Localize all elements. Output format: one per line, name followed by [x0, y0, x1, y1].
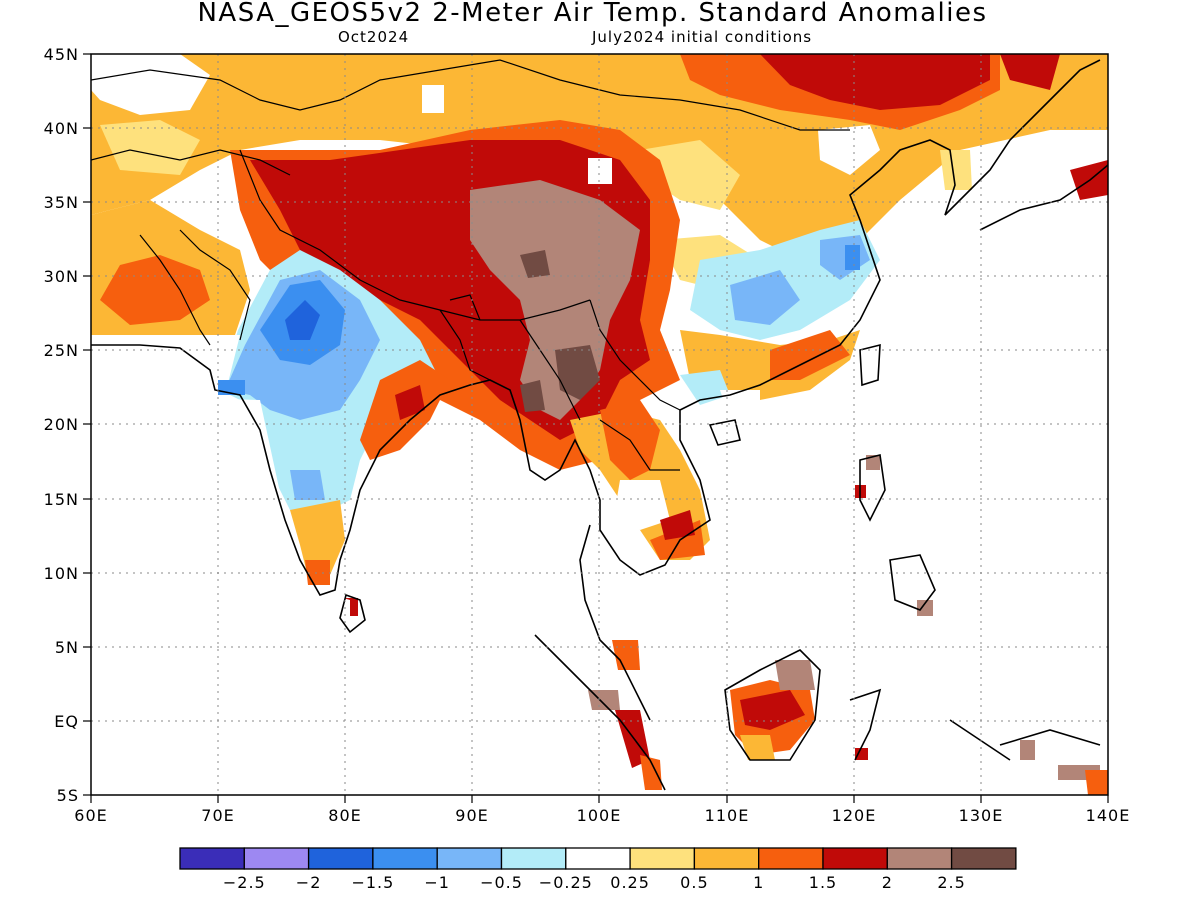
- colorbar-label: 0.25: [610, 873, 650, 892]
- lon-label: 140E: [1086, 806, 1131, 825]
- neutral-patch-2: [588, 158, 612, 184]
- borders: [91, 59, 850, 471]
- cold-patch-deccan: [290, 470, 325, 500]
- very-hot-region-borneo: [740, 690, 805, 730]
- longitude-labels: 60E 70E 80E 90E 100E 110E 120E 130E 140E: [74, 806, 1131, 825]
- neutral-patch-3: [818, 125, 880, 175]
- coastlines: [91, 59, 1108, 791]
- lat-label: 15N: [44, 490, 79, 509]
- cool-patch-vietnam-north: [680, 370, 730, 405]
- lat-label: 20N: [44, 415, 79, 434]
- very-hot-patch-sulawesi: [855, 748, 868, 760]
- colorbar-swatch: [179, 847, 245, 870]
- lat-label: 5S: [57, 786, 79, 805]
- lon-label: 130E: [959, 806, 1004, 825]
- tick-marks: [83, 53, 1109, 803]
- lat-label: 30N: [44, 267, 79, 286]
- very-hot-patch-cambodia: [660, 510, 695, 540]
- lat-label: 25N: [44, 341, 79, 360]
- lon-label: 60E: [74, 806, 107, 825]
- very-hot-east-india: [395, 385, 425, 420]
- colorbar-label: −1.5: [351, 873, 394, 892]
- neutral-patch-5: [91, 335, 240, 395]
- anomaly-field: [91, 54, 1108, 795]
- ocean-region: [91, 395, 350, 640]
- extreme-patch-borneo: [775, 660, 815, 690]
- extreme-core-myanmar: [555, 345, 600, 400]
- extreme-core-2: [520, 380, 545, 412]
- graticule: [91, 54, 1108, 795]
- colorbar-label: 0.5: [680, 873, 708, 892]
- very-hot-patch-new-guinea: [1085, 770, 1108, 795]
- colorbar-labels: −2.5 −2 −1.5 −1 −0.5 −0.25 0.25 0.5 1 1.5 2 2.5: [223, 873, 965, 892]
- warm-patch-korea: [940, 150, 972, 190]
- lon-label: 120E: [832, 806, 877, 825]
- warm-region-south-india: [290, 500, 345, 585]
- colorbar-swatch: [243, 847, 310, 870]
- neutral-patch-1: [422, 85, 444, 113]
- colorbar-label: 1: [753, 873, 764, 892]
- light-warm-patch-2: [100, 120, 200, 175]
- initial-conditions-label: July2024 initial conditions: [592, 28, 813, 46]
- extreme-patch-new-guinea-1: [1020, 740, 1035, 760]
- map-title: NASA_GEOS5v2 2-Meter Air Temp. Standard …: [197, 0, 988, 28]
- colorbar-swatch: [372, 847, 438, 870]
- cool-region-china-mid: [730, 270, 800, 325]
- cold-core-india: [285, 300, 320, 340]
- hot-patch-korea: [1000, 54, 1060, 90]
- lat-label: 45N: [44, 45, 79, 64]
- lat-label: 35N: [44, 193, 79, 212]
- colorbar-label: −0.25: [539, 873, 593, 892]
- colorbar-swatch: [822, 847, 888, 870]
- cold-patch-east-china: [845, 245, 860, 270]
- colorbar-swatch: [950, 847, 1017, 870]
- lon-label: 100E: [577, 806, 622, 825]
- extreme-region-tibet: [470, 180, 640, 420]
- warm-patch-borneo-south: [740, 735, 775, 760]
- extreme-core-tibet: [520, 250, 550, 278]
- forecast-month: Oct2024: [338, 28, 410, 46]
- colorbar-swatch: [693, 847, 760, 870]
- hot-patch-sumatra-south: [640, 755, 662, 790]
- lon-label: 80E: [328, 806, 361, 825]
- colorbar-swatch: [307, 847, 374, 870]
- colorbar-label: −0.5: [480, 873, 523, 892]
- colorbar-swatch: [565, 847, 631, 870]
- colorbar-label: −2.5: [223, 873, 266, 892]
- neutral-patch-4: [91, 54, 210, 115]
- lon-label: 110E: [705, 806, 750, 825]
- colorbar-swatch: [758, 847, 824, 870]
- colorbar-label: −2: [296, 873, 322, 892]
- white-region-thailand: [615, 480, 670, 530]
- colorbar-label: 2: [882, 873, 893, 892]
- colorbar-swatch: [500, 847, 567, 870]
- very-hot-band-mongolia: [760, 54, 990, 110]
- lat-label: 40N: [44, 119, 79, 138]
- lat-label: EQ: [54, 712, 79, 731]
- lon-label: 90E: [455, 806, 488, 825]
- lon-label: 70E: [201, 806, 234, 825]
- hot-region-south-china: [770, 330, 850, 380]
- hot-patch-malaysia: [612, 640, 640, 670]
- extreme-patch-philippines: [866, 455, 880, 470]
- light-warm-patch-1: [640, 140, 740, 210]
- colorbar-swatch: [886, 847, 953, 870]
- colorbar-label: 2.5: [937, 873, 965, 892]
- hot-patch-west: [100, 255, 210, 325]
- lat-label: 10N: [44, 564, 79, 583]
- colorbar-label: −1: [424, 873, 450, 892]
- extreme-patch-mindanao: [917, 600, 933, 616]
- colorbar: [179, 847, 1017, 870]
- lat-label: 5N: [55, 638, 79, 657]
- colorbar-swatch: [629, 847, 696, 870]
- colorbar-swatch: [436, 847, 503, 870]
- latitude-labels: 45N 40N 35N 30N 25N 20N 15N 10N 5N EQ 5S: [44, 45, 79, 805]
- colorbar-label: 1.5: [809, 873, 837, 892]
- white-patch-south-china: [720, 390, 760, 420]
